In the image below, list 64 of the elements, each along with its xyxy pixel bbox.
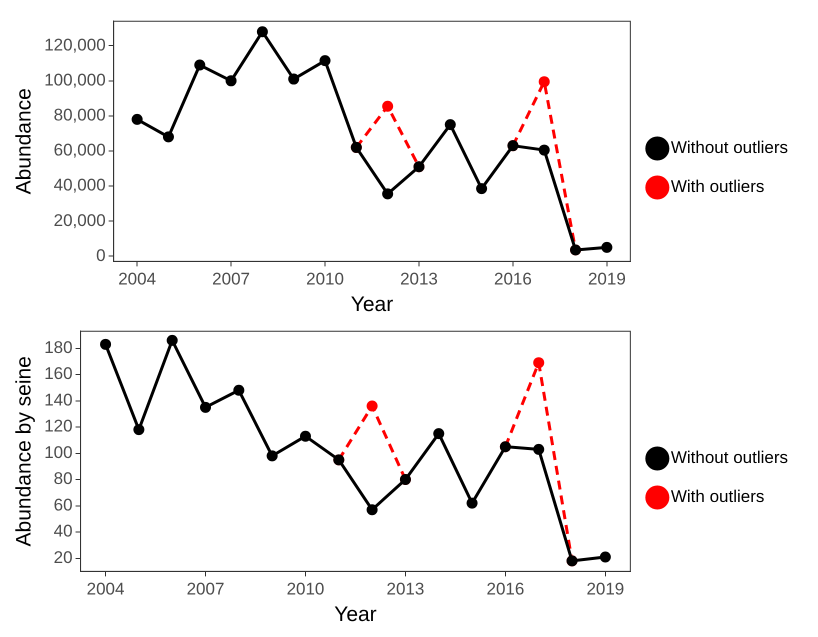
x-tick-label: 2010: [286, 579, 324, 598]
y-axis-title: Abundance: [12, 88, 36, 194]
point: [162, 131, 174, 142]
y-tick-label: 20,000: [54, 210, 106, 230]
point: [133, 424, 144, 436]
point: [233, 384, 244, 396]
x-axis-title: Year: [334, 603, 377, 626]
point: [100, 338, 112, 350]
point: [256, 26, 268, 38]
x-tick-label: 2016: [494, 269, 532, 288]
y-tick-label: 60: [54, 495, 73, 514]
x-tick-label: 2013: [400, 269, 438, 288]
x-tick-label: 2010: [306, 269, 344, 288]
y-tick-label: 120,000: [44, 35, 106, 54]
y-tick-label: 100: [44, 442, 73, 462]
y-tick-label: 80: [54, 469, 73, 488]
point: [226, 75, 237, 86]
x-tick-label: 2004: [118, 269, 156, 288]
legend-label: Without outliers: [670, 138, 788, 158]
point: [382, 100, 394, 112]
point: [433, 428, 444, 440]
point: [266, 450, 278, 462]
y-tick-label: 40,000: [54, 176, 106, 195]
y-tick-label: 0: [96, 246, 106, 265]
point: [600, 551, 611, 562]
y-tick-label: 140: [44, 390, 73, 410]
y-tick-label: 160: [44, 364, 73, 384]
y-tick-label: 100,000: [44, 70, 106, 90]
x-tick-label: 2016: [486, 579, 524, 598]
x-tick-label: 2007: [186, 579, 224, 598]
point: [200, 402, 212, 413]
y-tick-label: 80,000: [54, 106, 106, 125]
point: [132, 114, 143, 125]
point: [288, 74, 300, 85]
y-tick-label: 120: [44, 416, 73, 436]
y-tick-label: 40: [54, 522, 73, 541]
point: [444, 119, 456, 130]
point: [538, 76, 550, 88]
point: [320, 55, 331, 66]
point: [466, 498, 478, 509]
point: [300, 430, 311, 442]
x-tick-label: 2007: [212, 269, 250, 288]
x-axis-title: Year: [350, 293, 394, 316]
legend-label: With outliers: [670, 177, 764, 196]
x-tick-label: 2019: [586, 579, 624, 598]
point: [194, 60, 206, 71]
point: [533, 357, 544, 368]
point: [533, 444, 544, 455]
y-tick-label: 60,000: [54, 140, 106, 160]
legend-label: With outliers: [670, 487, 764, 506]
point: [166, 334, 178, 346]
point: [366, 504, 378, 516]
y-tick-label: 180: [44, 338, 73, 357]
point: [601, 242, 612, 253]
x-tick-label: 2019: [588, 269, 626, 288]
y-tick-label: 20: [54, 548, 73, 567]
point: [476, 183, 488, 194]
point: [382, 188, 394, 200]
point: [366, 400, 378, 412]
x-tick-label: 2004: [86, 579, 124, 598]
y-axis-title: Abundance by seine: [12, 356, 36, 546]
point: [538, 144, 550, 156]
legend-label: Without outliers: [670, 448, 788, 468]
x-tick-label: 2013: [386, 579, 424, 598]
